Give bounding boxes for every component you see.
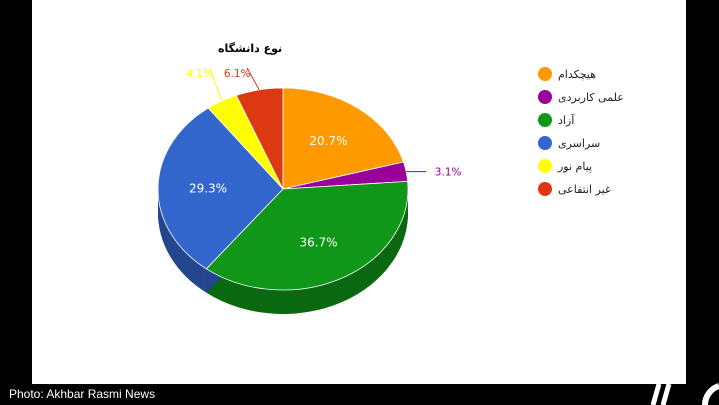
chart-title: نوع دانشگاه (218, 42, 282, 55)
legend-marker (538, 182, 552, 196)
slice-label: 20.7% (309, 134, 347, 148)
watermark-logo (650, 383, 719, 405)
slice-label: 29.3% (189, 181, 227, 195)
slice-label: 36.7% (299, 235, 337, 249)
pie-slice[interactable] (205, 180, 409, 291)
slice-label: 6.1% (224, 68, 251, 80)
slice-label: 3.1% (435, 167, 462, 179)
legend-marker (538, 136, 552, 150)
legend-marker (538, 113, 552, 127)
leader-line (209, 67, 223, 102)
legend-label[interactable]: علمی کاربردی (558, 91, 624, 104)
leader-line (246, 67, 260, 91)
legend-label[interactable]: آزاد (558, 113, 575, 127)
legend-marker (538, 67, 552, 81)
photo-credit: Photo: Akhbar Rasmi News (9, 387, 156, 401)
slice-label: 4.1% (186, 68, 213, 80)
legend-label[interactable]: غیر انتفاعی (558, 183, 611, 196)
pie-slice[interactable] (282, 87, 404, 190)
legend-label[interactable]: هیچکدام (558, 68, 596, 81)
legend-label[interactable]: پیام نور (557, 160, 592, 173)
legend-marker (538, 159, 552, 173)
legend-label[interactable]: سراسری (558, 137, 600, 150)
pie-slice[interactable] (157, 107, 284, 270)
legend-marker (538, 90, 552, 104)
